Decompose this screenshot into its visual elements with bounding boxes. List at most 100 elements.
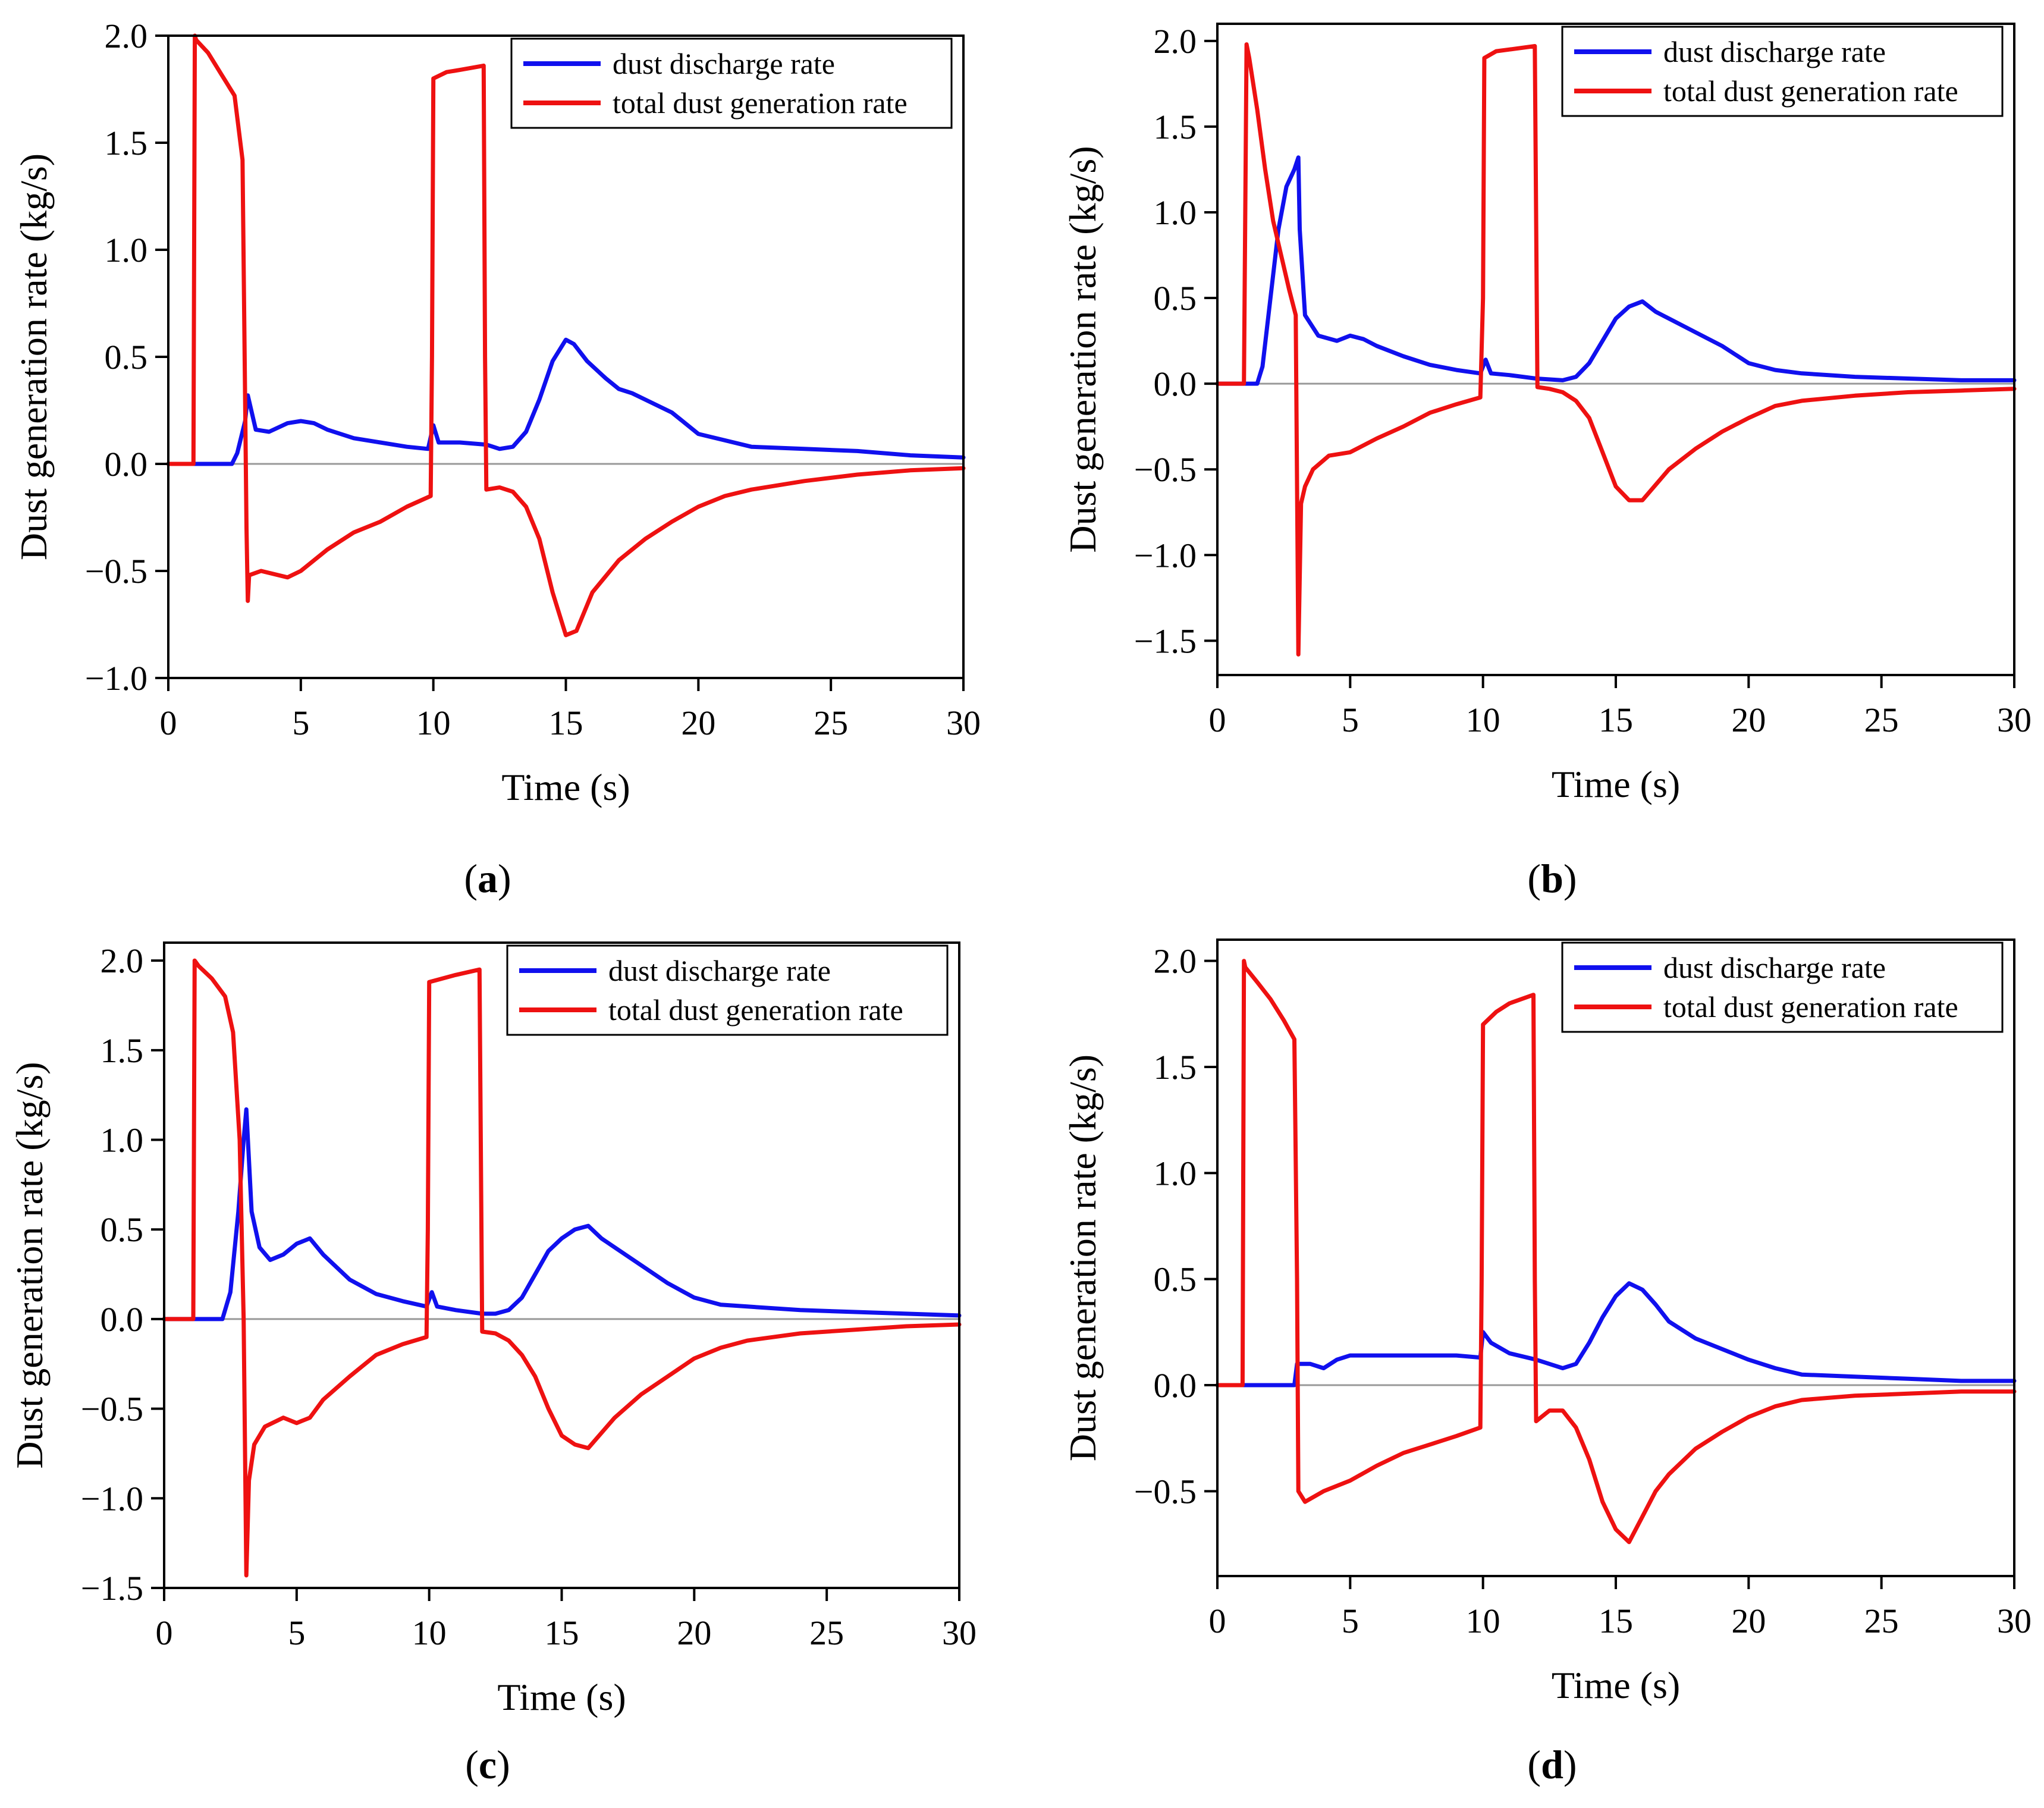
panel-caption: (a) bbox=[464, 856, 511, 901]
x-tick-label: 25 bbox=[809, 1614, 844, 1652]
y-tick-label: 0.0 bbox=[1154, 365, 1197, 403]
x-tick-label: 0 bbox=[160, 704, 177, 742]
x-axis-label: Time (s) bbox=[1552, 1664, 1680, 1706]
y-axis-label: Dust generation rate (kg/s) bbox=[1062, 146, 1104, 553]
legend-box bbox=[506, 944, 949, 1036]
x-tick-label: 25 bbox=[1864, 701, 1899, 739]
y-axis-label: Dust generation rate (kg/s) bbox=[1062, 1054, 1104, 1461]
y-tick-label: 0.5 bbox=[101, 1210, 144, 1249]
panel-caption-open: ( bbox=[464, 856, 478, 901]
series-line-total-dust-generation-rate bbox=[1215, 959, 2017, 1545]
y-tick-label: 2.0 bbox=[105, 17, 148, 55]
panel-caption-close: ) bbox=[498, 856, 511, 901]
y-tick-label: 0.0 bbox=[1154, 1366, 1197, 1405]
x-axis-label: Time (s) bbox=[1552, 763, 1680, 805]
panel-caption-letter: d bbox=[1541, 1742, 1563, 1787]
panel-caption: (c) bbox=[465, 1742, 510, 1787]
y-tick-label: −1.0 bbox=[1134, 536, 1197, 575]
legend-box bbox=[510, 37, 953, 129]
x-tick-label: 25 bbox=[814, 704, 848, 742]
y-tick-label: −0.5 bbox=[81, 1390, 143, 1429]
legend-label-total-dust-generation-rate: total dust generation rate bbox=[613, 86, 908, 120]
y-tick-label: 0.0 bbox=[105, 445, 148, 484]
series-line-total-dust-generation-rate bbox=[166, 33, 966, 638]
panel-caption-close: ) bbox=[1563, 1742, 1577, 1787]
x-tick-label: 15 bbox=[549, 704, 583, 742]
panel-caption-letter: c bbox=[479, 1742, 497, 1787]
y-axis-label: Dust generation rate (kg/s) bbox=[12, 153, 55, 560]
legend: dust discharge rate total dust generation… bbox=[1561, 26, 2004, 117]
x-tick-label: 20 bbox=[677, 1614, 711, 1652]
y-tick-label: 1.0 bbox=[105, 231, 148, 269]
y-tick-label: −1.0 bbox=[81, 1479, 143, 1518]
y-tick-label: −1.5 bbox=[1134, 622, 1197, 660]
legend-label-total-dust-generation-rate: total dust generation rate bbox=[608, 993, 903, 1027]
y-tick-label: −0.5 bbox=[1134, 1472, 1197, 1511]
x-tick-label: 30 bbox=[942, 1614, 977, 1652]
legend-label-total-dust-generation-rate: total dust generation rate bbox=[1663, 74, 1958, 108]
plot-frame bbox=[1216, 23, 2015, 676]
chart-panel-d: 0 5 10 15 20 25 30 −0.5 0.0 0.5 1.0 1.5 2.0 Time (s) D… bbox=[1062, 938, 2032, 1787]
legend-box bbox=[1561, 26, 2004, 117]
y-tick-label: 1.0 bbox=[1154, 193, 1197, 232]
y-tick-label: 0.5 bbox=[1154, 279, 1197, 318]
chart-panel-a: 0 5 10 15 20 25 30 −1.0 −0.5 0.0 0.5 1.0 1.5 2.0 Time … bbox=[12, 17, 981, 901]
x-tick-label: 20 bbox=[1731, 701, 1766, 739]
x-tick-label: 10 bbox=[416, 704, 451, 742]
plot-frame bbox=[163, 941, 960, 1589]
x-tick-label: 10 bbox=[1466, 701, 1500, 739]
x-tick-label: 0 bbox=[1209, 701, 1226, 739]
y-axis-label: Dust generation rate (kg/s) bbox=[8, 1062, 51, 1468]
chart-panel-c: 0 5 10 15 20 25 30 −1.5 −1.0 −0.5 0.0 0.5 1.0 1.5 2.0 T… bbox=[8, 941, 977, 1787]
series-line-total-dust-generation-rate bbox=[162, 958, 962, 1578]
legend-label-dust-discharge-rate: dust discharge rate bbox=[613, 47, 835, 80]
x-tick-label: 30 bbox=[946, 704, 981, 742]
x-tick-label: 30 bbox=[1997, 701, 2032, 739]
series-line-dust-discharge-rate bbox=[166, 337, 966, 466]
x-tick-label: 5 bbox=[292, 704, 309, 742]
x-tick-label: 20 bbox=[681, 704, 715, 742]
y-tick-label: 1.0 bbox=[101, 1121, 144, 1160]
plot-frame bbox=[1216, 938, 2015, 1577]
x-tick-label: 5 bbox=[1342, 1602, 1359, 1640]
x-tick-label: 15 bbox=[1599, 701, 1633, 739]
legend-label-dust-discharge-rate: dust discharge rate bbox=[608, 954, 831, 987]
x-tick-label: 15 bbox=[545, 1614, 579, 1652]
plot-frame bbox=[167, 34, 965, 679]
panel-caption-open: ( bbox=[465, 1742, 479, 1787]
legend: dust discharge rate total dust generation… bbox=[1561, 941, 2004, 1033]
x-tick-label: 15 bbox=[1599, 1602, 1633, 1640]
x-tick-label: 0 bbox=[1209, 1602, 1226, 1640]
y-tick-label: 1.5 bbox=[1154, 1048, 1197, 1087]
x-tick-label: 10 bbox=[412, 1614, 447, 1652]
y-tick-label: 1.5 bbox=[105, 124, 148, 162]
series-line-dust-discharge-rate bbox=[1215, 1281, 2017, 1388]
legend-label-dust-discharge-rate: dust discharge rate bbox=[1663, 35, 1886, 68]
panel-caption: (d) bbox=[1527, 1742, 1577, 1787]
y-tick-label: −0.5 bbox=[1134, 450, 1197, 489]
legend: dust discharge rate total dust generation… bbox=[506, 944, 949, 1036]
y-tick-label: 1.5 bbox=[1154, 108, 1197, 146]
y-tick-label: 2.0 bbox=[101, 941, 144, 980]
x-tick-label: 30 bbox=[1997, 1602, 2032, 1640]
series-line-dust-discharge-rate bbox=[1215, 155, 2017, 386]
y-tick-label: −0.5 bbox=[85, 552, 147, 591]
panel-caption-open: ( bbox=[1527, 1742, 1541, 1787]
legend-label-dust-discharge-rate: dust discharge rate bbox=[1663, 951, 1886, 984]
x-tick-label: 10 bbox=[1466, 1602, 1500, 1640]
panel-caption-close: ) bbox=[1563, 856, 1577, 901]
panel-caption-letter: b bbox=[1541, 856, 1563, 901]
y-tick-label: 0.0 bbox=[101, 1300, 144, 1339]
x-tick-label: 5 bbox=[288, 1614, 305, 1652]
x-axis-label: Time (s) bbox=[497, 1676, 626, 1718]
panel-caption-letter: a bbox=[478, 856, 498, 901]
legend-label-total-dust-generation-rate: total dust generation rate bbox=[1663, 990, 1958, 1024]
y-tick-label: 0.5 bbox=[1154, 1260, 1197, 1299]
y-tick-label: 1.0 bbox=[1154, 1154, 1197, 1192]
series-line-dust-discharge-rate bbox=[162, 1107, 962, 1322]
legend: dust discharge rate total dust generation… bbox=[510, 37, 953, 129]
x-tick-label: 0 bbox=[156, 1614, 173, 1652]
y-tick-label: −1.5 bbox=[81, 1569, 143, 1608]
panel-caption: (b) bbox=[1527, 856, 1577, 901]
